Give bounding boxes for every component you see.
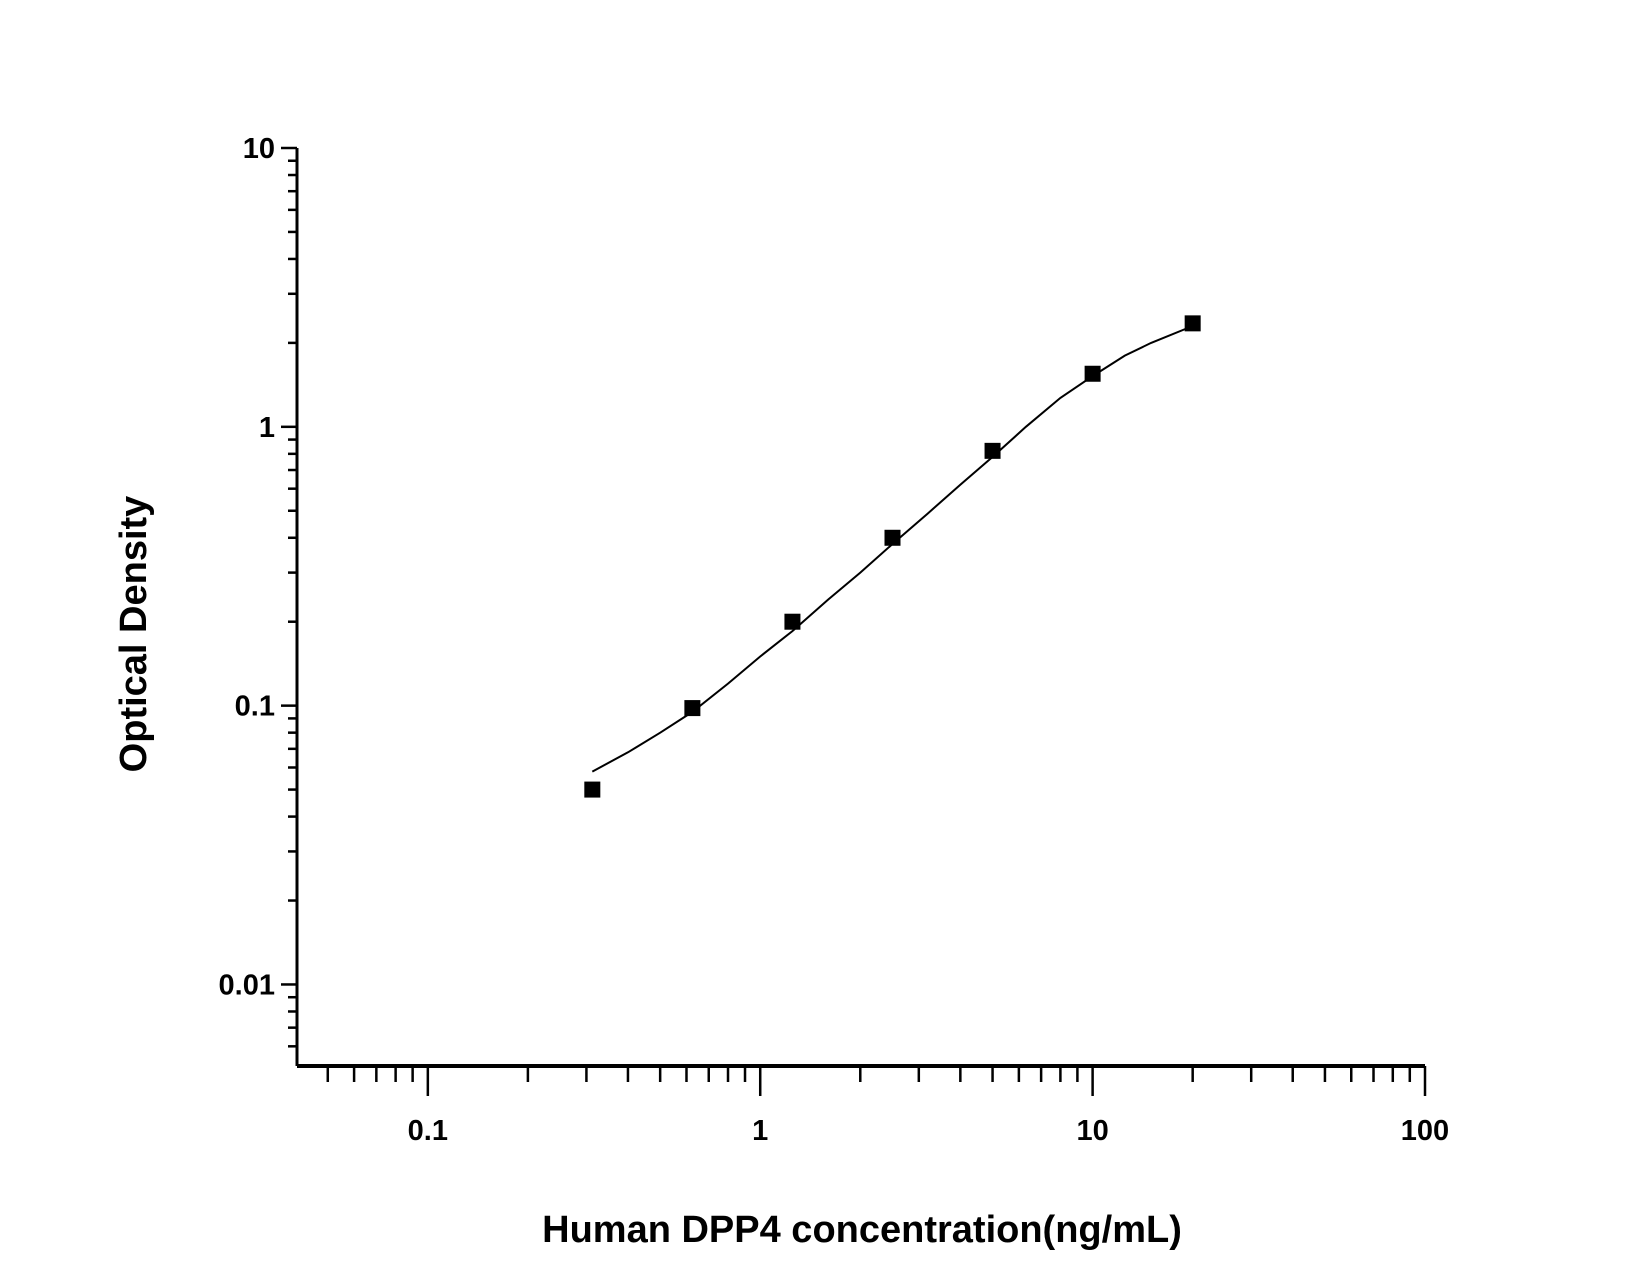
data-point [684,700,701,717]
x-tick-label: 1 [752,1115,768,1147]
x-tick-label: 0.1 [408,1115,448,1147]
data-point [1084,365,1101,382]
data-point [884,529,901,546]
data-point [1184,315,1201,332]
x-axis-title: Human DPP4 concentration(ng/mL) [542,1209,1182,1251]
x-tick-label: 100 [1401,1115,1449,1147]
axes: 0.1 1 10 100 0.01 0.1 1 10 [219,133,1450,1147]
y-tick-label: 0.1 [235,691,275,723]
y-tick-label: 10 [243,133,275,165]
fitted-curve [591,325,1194,773]
data-point [984,442,1001,459]
y-axis-title: Optical Density [113,496,155,773]
plot-area [584,315,1201,798]
data-point [584,781,601,798]
y-tick-label: 0.01 [219,969,275,1001]
x-tick-label: 10 [1076,1115,1108,1147]
data-point [784,613,801,630]
y-tick-label: 1 [259,412,275,444]
